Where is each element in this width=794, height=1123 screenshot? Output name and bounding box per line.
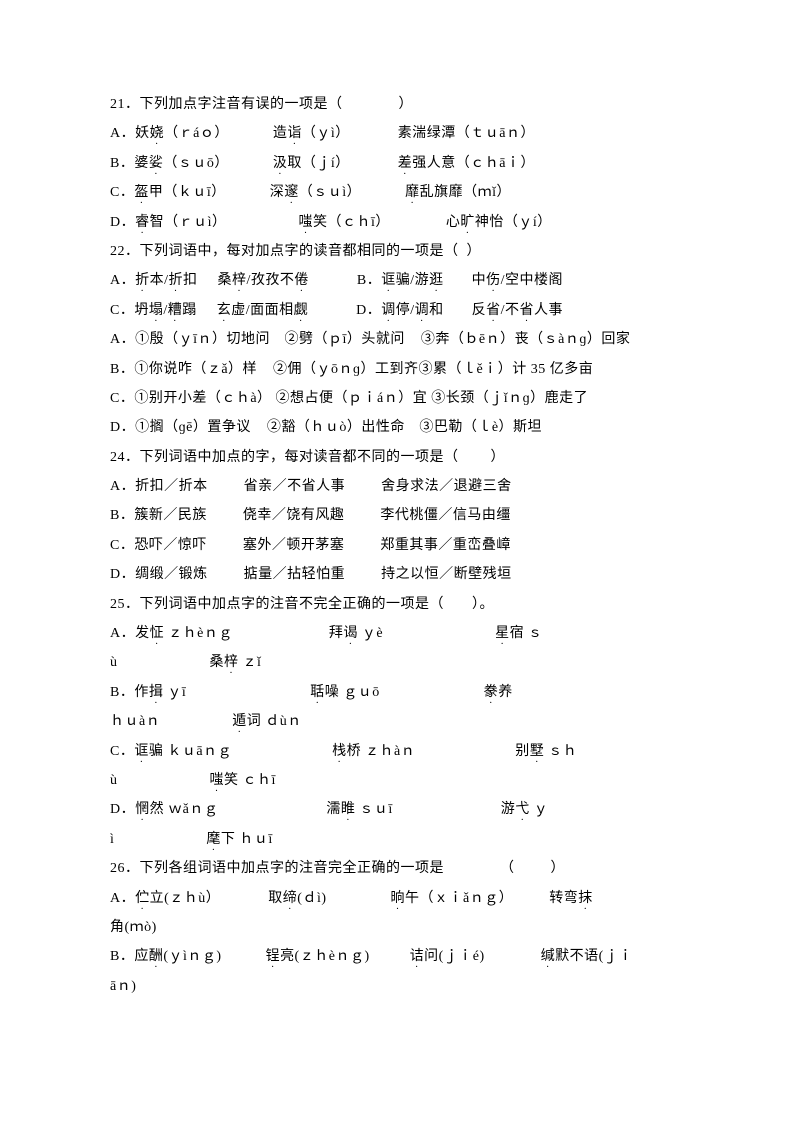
q21-B: B．婆娑（ｓｕō） 汲取（ｊí） 差强人意（ｃｈāｉ） [110,149,684,178]
q23-C: C．①别开小差（ｃｈà） ②想占便（ｐｉáｎ）宜 ③长颈（ｊǐｎɡ）鹿走了 [110,384,684,413]
q24-stem: 24．下列词语中加点的字，每对读音都不同的一项是（ ） [110,443,684,472]
q24-A: A．折扣／折本 省亲／不省人事 舍身求法／退避三舍 [110,472,684,501]
q26-stem: 26．下列各组词语中加点字的注音完全正确的一项是 （ ） [110,854,684,883]
q25-C2: ù 嗤笑 ｃｈī [110,766,684,795]
q23-A: A．①殷（ｙīｎ）切地问 ②劈（ｐī）头就问 ③奔（ｂēｎ）丧（ｓàｎɡ）回家 [110,325,684,354]
q24-D: D．绸缎／锻炼 掂量／拈轻怕重 持之以恒／断壁残垣 [110,560,684,589]
q26-A2: 角(ｍò) [110,913,684,942]
q25-stem: 25．下列词语中加点字的注音不完全正确的一项是（ ）。 [110,590,684,619]
q26-B1: B．应酬(ｙìｎｇ) 锃亮(ｚｈèｎｇ) 诘问(ｊｉé) 缄默不语(ｊｉ [110,942,684,971]
q21-A: A．妖娆（ｒáｏ） 造诣（ｙì） 素湍绿潭（ｔｕāｎ） [110,119,684,148]
q22-CD: C．坍塌/糟蹋 玄虚/面面相觑 D．调停/调和 反省/不省人事 [110,296,684,325]
q25-B1: B．作揖 ｙī 聒噪 ｇｕō 豢养 [110,678,684,707]
q21-C: C．盔甲（ｋｕī） 深邃（ｓｕì） 靡乱旗靡（ｍǐ） [110,178,684,207]
q25-B2: ｈｕàｎ 遁词 ｄùｎ [110,707,684,736]
q21-stem: 21．下列加点字注音有误的一项是（ ） [110,90,684,119]
q22-stem: 22．下列词语中，每对加点字的读音都相同的一项是（ ） [110,237,684,266]
q24-C: C．恐吓／惊吓 塞外／顿开茅塞 郑重其事／重峦叠嶂 [110,531,684,560]
document-page: 21．下列加点字注音有误的一项是（ ） A．妖娆（ｒáｏ） 造诣（ｙì） 素湍绿… [0,0,794,1061]
q23-D: D．①搁（ɡē）置争议 ②豁（ｈｕò）出性命 ③巴勒（ｌè）斯坦 [110,413,684,442]
q25-C1: C．诓骗 ｋｕāｎｇ 栈桥 ｚｈàｎ 别墅 ｓｈ [110,737,684,766]
q25-A2: ù 桑梓 ｚǐ [110,648,684,677]
q25-A1: A．发怔 ｚｈèｎｇ 拜谒 ｙè 星宿 ｓ [110,619,684,648]
q24-B: B．簇新／民族 侥幸／饶有风趣 李代桃僵／信马由缰 [110,501,684,530]
q26-B2: āｎ) [110,972,684,1001]
q25-D1: D．惘然 ｗǎｎｇ 濡睢 ｓｕī 游弋 ｙ [110,795,684,824]
q23-B: B．①你说咋（ｚǎ）样 ②佣（ｙōｎɡ）工到齐③累（ｌěｉ）计 35 亿多亩 [110,355,684,384]
q21-D: D．睿智（ｒｕì） 嗤笑（ｃｈī） 心旷神怡（ｙí） [110,208,684,237]
q22-AB: A．折本/折扣 桑梓/孜孜不倦 B．诓骗/游逛 中伤/空中楼阁 [110,266,684,295]
q25-D2: ì 麾下 ｈｕī [110,825,684,854]
q26-A1: A．伫立(ｚｈù） 取缔(ｄì) 晌午（ｘｉǎｎｇ） 转弯抹 [110,884,684,913]
